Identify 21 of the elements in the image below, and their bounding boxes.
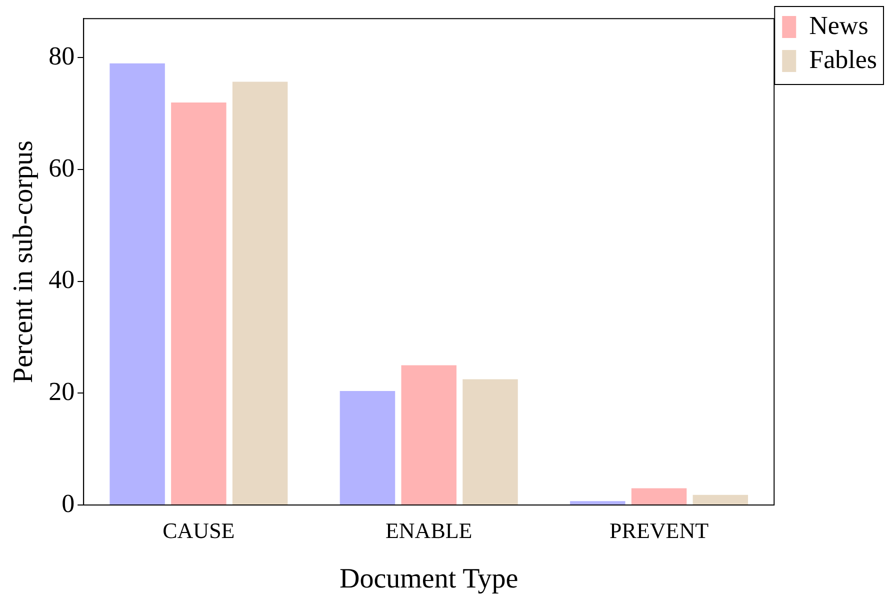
- bar: [171, 102, 226, 504]
- y-tick-label: 0: [62, 488, 75, 518]
- bar: [631, 488, 687, 504]
- x-tick-label: PREVENT: [610, 518, 710, 543]
- legend-label: Fables: [809, 44, 878, 74]
- x-tick-label: ENABLE: [385, 518, 472, 543]
- x-axis-title: Document Type: [340, 564, 518, 595]
- y-tick-label: 20: [48, 377, 75, 406]
- bar: [570, 501, 626, 504]
- bar: [401, 365, 456, 504]
- legend-label: News: [809, 10, 868, 40]
- bar: [110, 63, 165, 504]
- x-tick-label: CAUSE: [162, 518, 235, 543]
- bar: [462, 379, 518, 504]
- y-axis-title: Percent in sub-corpus: [8, 140, 40, 384]
- bar: [340, 390, 396, 504]
- bar: [692, 494, 748, 504]
- y-tick-label: 80: [48, 42, 75, 71]
- y-tick-label: 60: [48, 153, 75, 182]
- bar: [232, 82, 288, 504]
- y-tick-label: 40: [48, 265, 75, 294]
